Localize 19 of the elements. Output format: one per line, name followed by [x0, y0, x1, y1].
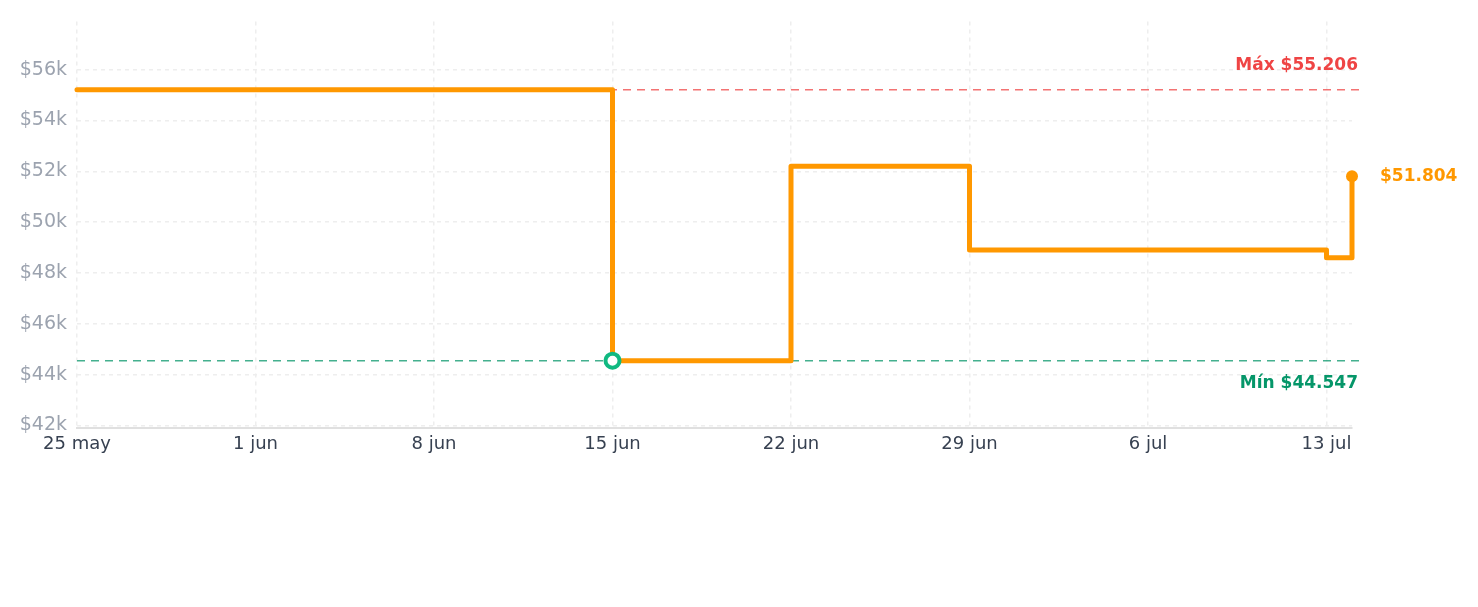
y-tick-label: $44k: [19, 361, 67, 384]
x-tick-label: 22 jun: [762, 432, 820, 454]
x-tick-label: 8 jun: [411, 432, 457, 454]
data-label: $51.804: [1380, 164, 1458, 185]
x-tick-label: 25 may: [43, 432, 112, 454]
y-tick-label: $48k: [19, 259, 67, 282]
x-tick-label: 15 jun: [584, 432, 641, 454]
y-tick-label: $52k: [19, 158, 67, 181]
y-tick-label: $56k: [19, 56, 67, 79]
y-tick-label: $54k: [19, 107, 67, 130]
y-tick-label: $46k: [19, 310, 67, 333]
x-tick-label: 6 jul: [1128, 432, 1168, 454]
x-tick-label: 13 jul: [1301, 432, 1352, 454]
x-tick-label: 29 jun: [941, 432, 998, 454]
y-tick-label: $42k: [19, 412, 67, 435]
x-tick-label: 1 jun: [233, 432, 278, 454]
y-tick-label: $50k: [19, 209, 67, 232]
ref-line-label: Máx $55.206: [1235, 54, 1358, 75]
ref-line-label: Mín $44.547: [1239, 372, 1358, 393]
